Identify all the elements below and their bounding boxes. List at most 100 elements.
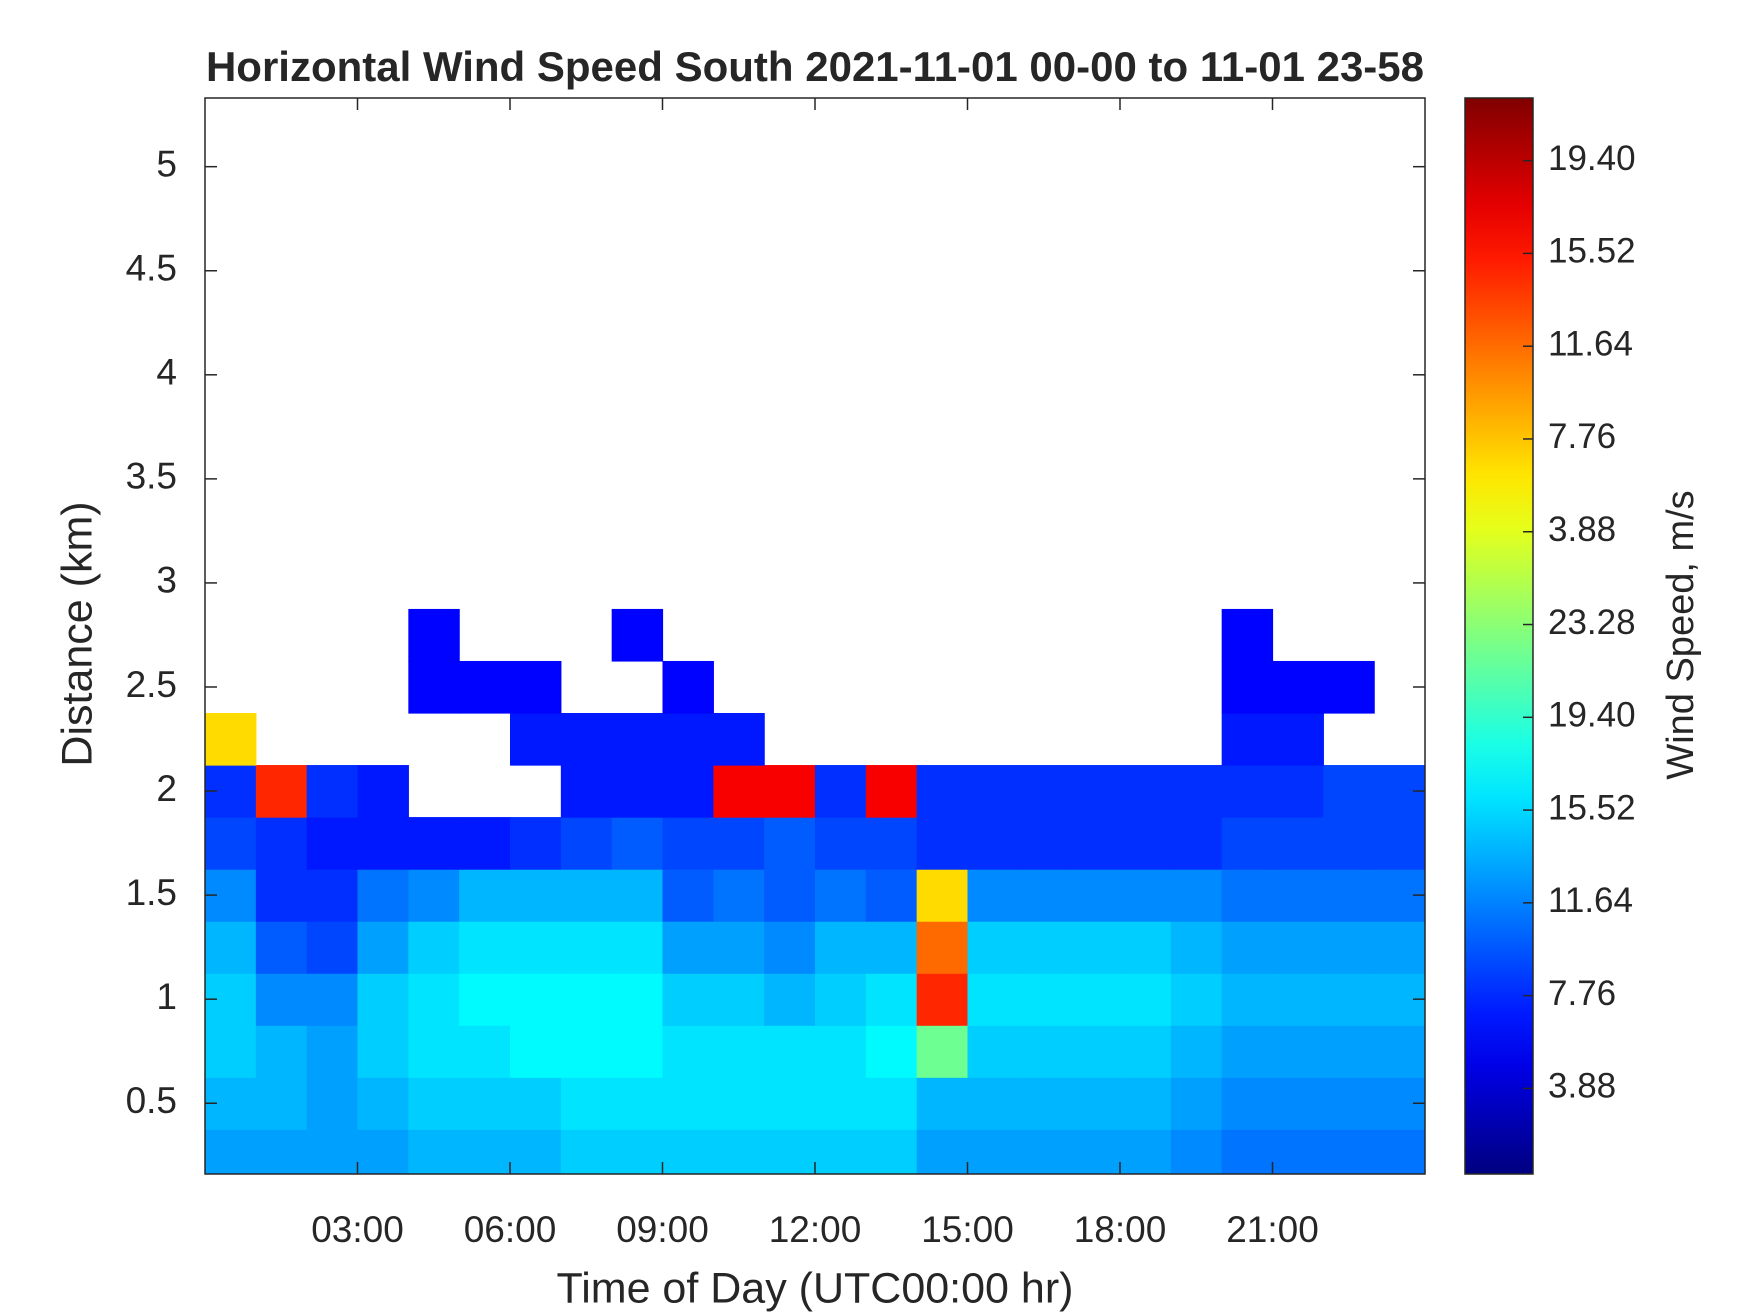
heatmap-cell [662,1077,714,1130]
heatmap-cell [357,1129,409,1174]
heatmap-cell [357,1025,409,1078]
heatmap-cell [459,869,511,922]
heatmap-cell [408,817,460,870]
heatmap-cell [967,765,1019,818]
colorbar-tick-label: 15.52 [1548,232,1636,271]
heatmap-cell [560,1077,613,1130]
heatmap-cell [1272,1129,1324,1174]
heatmap-cell [459,1129,511,1174]
colorbar-tick-label: 23.28 [1548,603,1636,642]
heatmap-cell [916,1025,969,1078]
heatmap-cell [306,765,359,818]
heatmap-cell [1221,713,1274,766]
heatmap-cell [865,921,918,974]
heatmap-cell [662,1129,714,1174]
heatmap-cell [865,765,918,818]
heatmap-cell [713,1077,765,1130]
heatmap-cell [306,1129,359,1174]
heatmap-cell [865,1077,918,1130]
x-tick-label: 21:00 [1226,1209,1319,1250]
colorbar-label: Wind Speed, m/s [1660,490,1702,779]
heatmap-cell [1170,869,1223,922]
heatmap-cell [357,1077,409,1130]
heatmap-cell [510,1025,562,1078]
heatmap-cell [1272,1025,1324,1078]
heatmap-cell [815,921,867,974]
x-tick-label: 15:00 [921,1209,1014,1250]
chart-title: Horizontal Wind Speed South 2021-11-01 0… [206,43,1424,90]
heatmap-cell [205,921,257,974]
heatmap-cell [611,1077,664,1130]
heatmap-cell [306,921,359,974]
x-tick-label: 06:00 [464,1209,557,1250]
heatmap-cell [865,869,918,922]
heatmap-cell [459,1025,511,1078]
heatmap-cell [916,765,969,818]
heatmap-cell [611,713,664,766]
heatmap-cell [1374,1025,1425,1078]
heatmap-cell [1323,1129,1375,1174]
heatmap-cell [357,973,409,1026]
heatmap-cell [1323,973,1375,1026]
heatmap-cell [967,1025,1019,1078]
heatmap-cell [1272,973,1324,1026]
heatmap-cell [1374,921,1425,974]
colorbar-tick-label: 3.88 [1548,1067,1616,1106]
heatmap-cell [1323,1025,1375,1078]
heatmap-cell [916,921,969,974]
heatmap-cell [510,1077,562,1130]
heatmap-cell [1170,921,1223,974]
heatmap-cell [1272,817,1324,870]
y-tick-label: 4 [156,352,177,393]
heatmap-cell [1069,817,1121,870]
heatmap-cell [1018,1025,1070,1078]
heatmap-cell [764,973,816,1026]
heatmap-cell [713,713,765,766]
heatmap-cell [357,817,409,870]
heatmap-cell [459,921,511,974]
heatmap-cell [1221,660,1274,714]
heatmap-cell [815,1077,867,1130]
heatmap-cell [713,973,765,1026]
heatmap-cell [1018,765,1070,818]
heatmap-cell [459,817,511,870]
heatmap-cell [764,1025,816,1078]
heatmap-cell [1323,660,1375,714]
colorbar-tick-label: 11.64 [1548,881,1633,920]
heatmap-cell [713,869,765,922]
heatmap-cell [1120,817,1172,870]
heatmap-cell [865,817,918,870]
heatmap-cell [865,973,918,1026]
heatmap-cell [408,973,460,1026]
heatmap-cell [255,1025,308,1078]
heatmap-cell [1221,1025,1274,1078]
heatmap-cell [1221,921,1274,974]
heatmap-cell [408,1129,460,1174]
heatmap-cell [510,973,562,1026]
heatmap-cell [916,869,969,922]
heatmap-cell [408,608,460,662]
heatmap-cell [967,973,1019,1026]
heatmap-cell [560,1129,613,1174]
heatmap-cell [1374,817,1425,870]
heatmap-cell [1018,869,1070,922]
heatmap-cell [510,713,562,766]
heatmap-cell [1018,1077,1070,1130]
heatmap-cell [916,817,969,870]
heatmap-cell [611,817,664,870]
colorbar-tick-label: 3.88 [1548,510,1616,549]
heatmap-cell [205,1129,257,1174]
heatmap-cell [560,869,613,922]
heatmap-cell [967,1077,1019,1130]
x-tick-label: 18:00 [1074,1209,1167,1250]
y-tick-label: 5 [156,143,177,184]
heatmap-cell [662,713,714,766]
heatmap-cell [764,765,816,818]
heatmap-cell [1272,1077,1324,1130]
heatmap-cell [306,1077,359,1130]
heatmap-cell [611,973,664,1026]
heatmap-cell [967,921,1019,974]
heatmap-cell [1221,817,1274,870]
x-tick-label: 09:00 [616,1209,709,1250]
